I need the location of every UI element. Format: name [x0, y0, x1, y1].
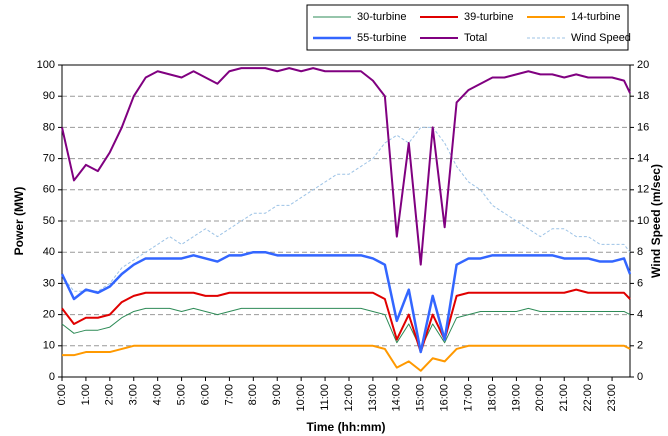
series-line — [61, 67, 631, 266]
x-tick-label: 17:00 — [462, 384, 474, 412]
y2-tick-label: 2 — [637, 340, 643, 352]
x-tick-label: 15:00 — [415, 384, 427, 412]
y-tick-label: 100 — [37, 59, 55, 71]
series-line — [61, 126, 631, 292]
x-tick-label: 4:00 — [152, 384, 164, 405]
x-tick-label: 18:00 — [486, 384, 498, 412]
x-tick-label: 12:00 — [343, 384, 355, 412]
x-tick-label: 16:00 — [439, 384, 451, 412]
series-line — [62, 344, 631, 372]
y2-tick-label: 6 — [637, 277, 643, 289]
y2-tick-label: 12 — [637, 184, 649, 196]
y2-tick-label: 16 — [637, 121, 649, 133]
x-tick-label: 9:00 — [271, 384, 283, 405]
y-tick-label: 80 — [43, 121, 55, 133]
series-line — [60, 250, 632, 354]
y2-tick-label: 4 — [637, 309, 643, 321]
legend-box — [306, 4, 629, 51]
y-tick-label: 50 — [43, 215, 55, 227]
x-axis-title: Time (hh:mm) — [306, 420, 385, 434]
x-tick-label: 3:00 — [128, 384, 140, 405]
y-tick-label: 60 — [43, 184, 55, 196]
x-tick-label: 2:00 — [104, 384, 116, 405]
x-tick-label: 13:00 — [367, 384, 379, 412]
legend-label: 30-turbine — [357, 11, 407, 23]
x-tick-label: 1:00 — [80, 384, 92, 405]
y-tick-label: 10 — [43, 340, 55, 352]
x-tick-label: 0:00 — [56, 384, 68, 405]
y-axis-title: Power (MW) — [12, 187, 26, 256]
y-tick-label: 40 — [43, 246, 55, 258]
legend-label: Wind Speed — [571, 32, 631, 44]
legend-label: 39-turbine — [464, 11, 514, 23]
y-tick-label: 30 — [43, 277, 55, 289]
legend-label: 55-turbine — [357, 32, 407, 44]
x-tick-label: 10:00 — [295, 384, 307, 412]
x-tick-label: 20:00 — [534, 384, 546, 412]
y2-tick-label: 0 — [637, 371, 643, 383]
x-tick-label: 21:00 — [558, 384, 570, 412]
x-tick-label: 11:00 — [319, 384, 331, 411]
series-line — [61, 288, 631, 354]
y-tick-label: 70 — [43, 153, 55, 165]
y-tick-label: 90 — [43, 90, 55, 102]
x-tick-label: 7:00 — [223, 384, 235, 405]
y2-tick-label: 20 — [637, 59, 649, 71]
y-tick-label: 20 — [43, 309, 55, 321]
y2-tick-label: 10 — [637, 215, 649, 227]
x-tick-label: 8:00 — [247, 384, 259, 405]
x-tick-label: 14:00 — [391, 384, 403, 412]
y-tick-label: 0 — [49, 371, 55, 383]
x-tick-label: 5:00 — [175, 384, 187, 405]
x-tick-label: 22:00 — [582, 384, 594, 412]
plot-frame — [61, 64, 631, 378]
x-tick-label: 6:00 — [199, 384, 211, 405]
x-tick-label: 19:00 — [510, 384, 522, 412]
legend-label: Total — [464, 32, 487, 44]
y2-tick-label: 14 — [637, 153, 649, 165]
y2-axis-title: Wind Speed (m/sec) — [649, 164, 663, 278]
y2-tick-label: 18 — [637, 90, 649, 102]
y2-tick-label: 8 — [637, 246, 643, 258]
series-line — [61, 307, 631, 350]
x-tick-label: 23:00 — [606, 384, 618, 412]
legend-label: 14-turbine — [571, 11, 621, 23]
